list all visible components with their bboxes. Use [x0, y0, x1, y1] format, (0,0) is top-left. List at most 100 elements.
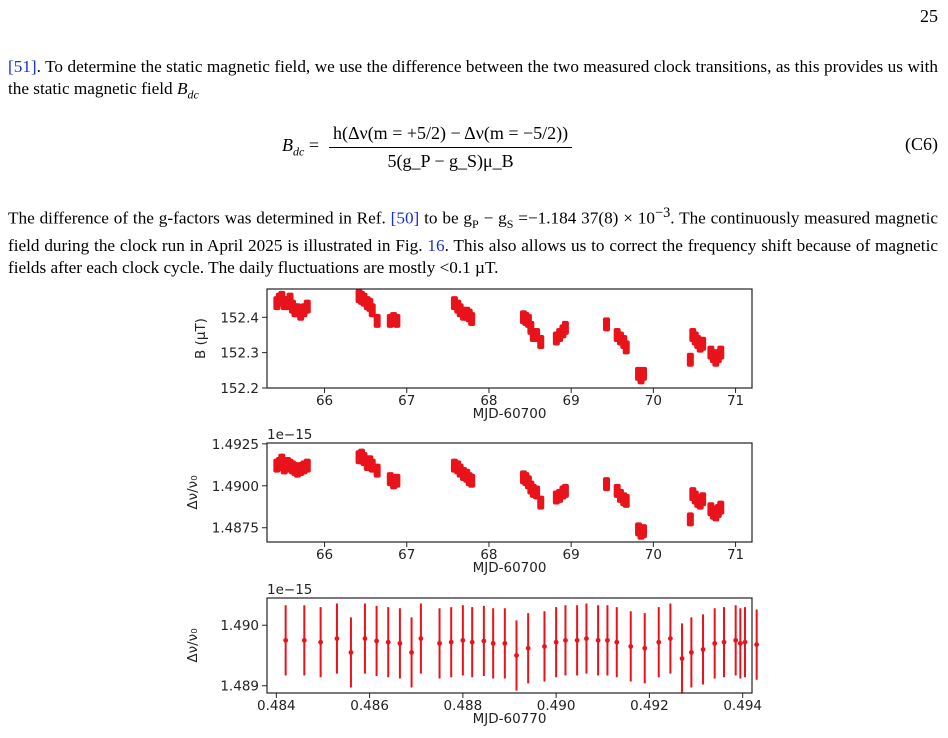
y-axis-label: Δν/ν₀ — [185, 628, 201, 662]
plot-frame — [266, 442, 753, 543]
equation-c6: Bdc = h(Δν(m = +5/2) − Δν(m = −5/2)) 5(g… — [0, 116, 948, 178]
data-point — [717, 500, 725, 515]
data-point — [642, 645, 648, 651]
data-point — [754, 642, 760, 647]
plot-frame — [266, 597, 753, 694]
y-axis-label: Δν/ν₀ — [185, 475, 201, 509]
data-point — [603, 477, 610, 492]
data-point — [686, 512, 694, 527]
data-point — [469, 639, 475, 645]
figure-ref-16[interactable]: 16 — [427, 236, 445, 256]
data-point — [514, 653, 519, 658]
citation-50[interactable]: [50] — [390, 208, 420, 228]
x-tick-label: 68 — [480, 547, 497, 563]
x-tick-label: 66 — [316, 547, 333, 563]
paragraph-intro: [51]. To determine the static magnetic f… — [8, 56, 938, 105]
y-tick-label: 1.4900 — [212, 479, 259, 495]
data-point — [700, 647, 706, 652]
data-point — [397, 640, 403, 646]
text-span: . This also allows us to correct the fre… — [8, 236, 938, 278]
equation-label: (C6) — [905, 134, 938, 154]
paragraph-intro-text: . To determine the static magnetic field… — [8, 57, 938, 98]
data-point — [656, 639, 662, 645]
data-point — [628, 644, 634, 649]
data-point — [348, 650, 354, 655]
chart-panel-1: 66 67 68 69 70 71 152.2 152.3 152.4 MJD-60700 B (μ… — [193, 288, 753, 422]
data-point — [622, 493, 630, 508]
data-point — [686, 352, 694, 367]
data-point — [688, 650, 694, 655]
paragraph-gfactor: The difference of the g-factors was dete… — [8, 202, 938, 279]
data-point — [318, 639, 324, 645]
citation-51[interactable]: [51] — [8, 57, 37, 76]
y-tick-label: 1.4875 — [212, 521, 259, 537]
y-tick-label: 1.4925 — [212, 437, 259, 453]
text-span: . The continuously measured magnetic fie… — [8, 208, 938, 256]
x-tick-label: 71 — [727, 547, 744, 563]
data-point — [334, 636, 340, 641]
x-tick-label: 71 — [727, 393, 744, 409]
x-tick-label: 67 — [398, 393, 415, 409]
text-span: =−1.184 37(8) × 10 — [513, 208, 655, 228]
x-tick-label: 0.492 — [630, 698, 669, 714]
data-point — [502, 640, 508, 646]
data-point — [537, 335, 545, 350]
data-point — [699, 336, 707, 351]
data-point — [614, 639, 620, 645]
data-point — [301, 637, 307, 643]
equation-lhs: Bdc = — [282, 134, 319, 159]
x-tick-label: 68 — [480, 393, 497, 409]
data-point — [561, 320, 569, 335]
text-span: to be g — [419, 208, 473, 228]
x-tick-label: 69 — [563, 547, 580, 563]
subscript-s: S — [506, 217, 514, 232]
data-point — [437, 640, 442, 646]
data-point — [699, 492, 707, 507]
x-tick-label: 0.488 — [444, 698, 483, 714]
x-tick-label: 67 — [398, 547, 415, 563]
data-point — [468, 312, 476, 327]
chart-panel-3: 0.484 0.486 0.488 0.490 0.492 0.494 1.489 1.490… — [185, 582, 762, 727]
subscript-p: P — [472, 217, 479, 232]
data-point — [303, 299, 311, 314]
data-point — [679, 656, 685, 661]
data-point — [639, 366, 647, 381]
data-point — [368, 303, 376, 318]
data-point — [283, 637, 289, 643]
equation-denominator: 5(g_P − g_S)μ_B — [387, 150, 514, 171]
data-point — [542, 644, 547, 649]
data-point — [418, 636, 424, 641]
data-point — [537, 495, 545, 510]
data-point — [303, 458, 311, 473]
equation-numerator: h(Δν(m = +5/2) − Δν(m = −5/2)) — [328, 123, 573, 148]
data-point — [721, 639, 727, 645]
data-point — [409, 650, 414, 655]
equation-lhs-subscript: dc — [293, 144, 305, 159]
data-point — [374, 638, 379, 644]
data-point — [742, 639, 748, 645]
offset-text: 1e−15 — [267, 427, 312, 443]
equation-fraction: h(Δν(m = +5/2) − Δν(m = −5/2)) 5(g_P − g… — [328, 123, 573, 172]
data-point — [460, 637, 466, 643]
x-axis-label: MJD-60770 — [473, 711, 547, 727]
data-point — [737, 640, 743, 646]
data-point — [584, 636, 589, 641]
data-point — [605, 637, 610, 643]
chart-panel-2: 66 67 68 69 70 71 1.4875 1.4900 1.4925 MJD-60700 Δ… — [185, 427, 753, 576]
y-tick-label: 152.2 — [220, 381, 259, 397]
x-tick-label: 0.494 — [723, 698, 762, 714]
data-point — [481, 638, 487, 644]
plot-frame — [266, 288, 753, 389]
data-point — [525, 645, 531, 651]
data-point — [468, 473, 476, 488]
data-point — [448, 639, 454, 645]
data-point — [393, 473, 401, 488]
x-tick-label: 70 — [645, 393, 662, 409]
data-point — [712, 640, 718, 646]
x-tick-label: 0.490 — [537, 698, 576, 714]
equation-lhs-symbol: B — [282, 134, 293, 155]
x-tick-label: 0.484 — [257, 698, 296, 714]
data-point — [553, 639, 559, 645]
figure-svg: 66 67 68 69 70 71 152.2 152.3 152.4 MJD-60700 B (μ… — [185, 288, 762, 727]
data-point — [603, 317, 610, 332]
